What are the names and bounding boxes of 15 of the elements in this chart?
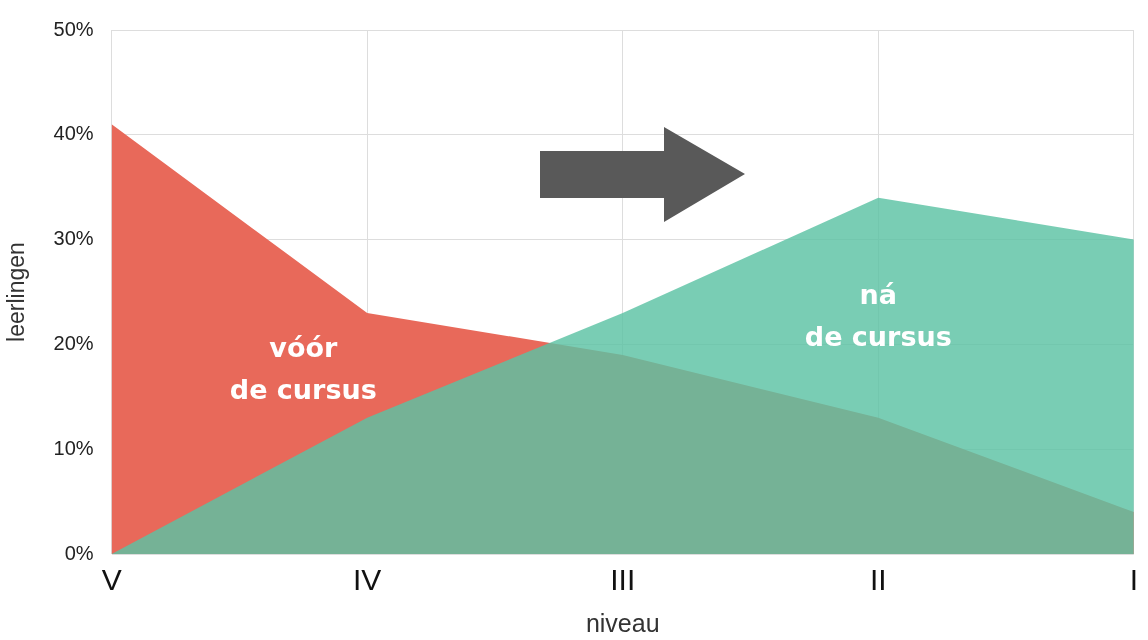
y-tick-label: 30%	[53, 227, 94, 250]
x-tick-label: I	[1129, 563, 1138, 597]
series-label: ná de cursus	[804, 279, 952, 353]
x-tick-label: III	[610, 563, 636, 597]
y-tick-label: 10%	[53, 436, 94, 459]
y-tick-label: 20%	[53, 331, 94, 354]
y-tick-label: 0%	[64, 541, 94, 564]
y-tick-label: 50%	[53, 17, 94, 40]
x-tick-label: V	[101, 563, 122, 597]
x-tick-label: II	[869, 563, 887, 597]
x-axis-title: niveau	[585, 608, 660, 637]
y-tick-label: 40%	[53, 122, 94, 145]
x-tick-label: IV	[353, 563, 382, 597]
series-label: vóór de cursus	[229, 331, 377, 405]
y-axis-title: leerlingen	[3, 242, 30, 342]
